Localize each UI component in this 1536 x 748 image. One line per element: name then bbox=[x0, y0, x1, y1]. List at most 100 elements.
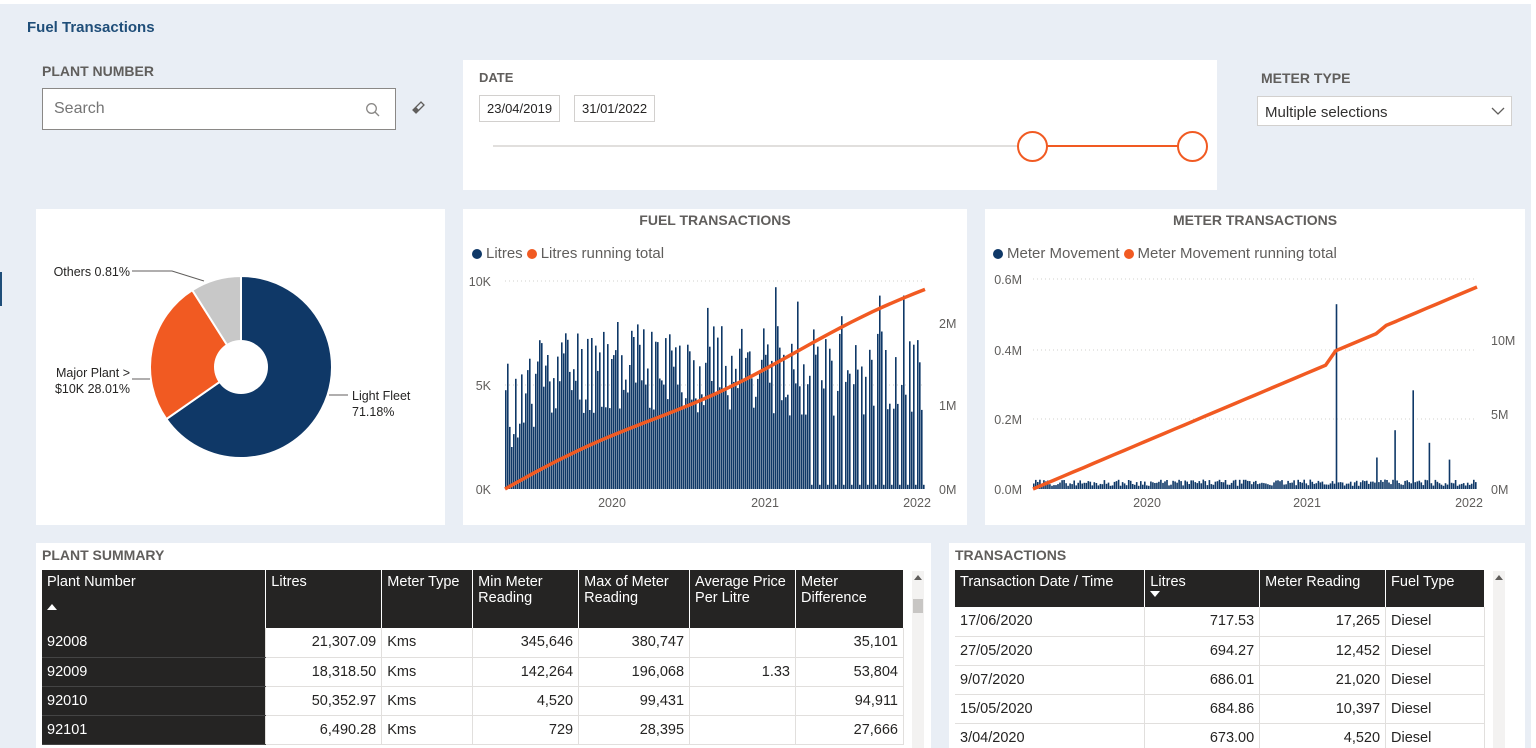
litres-bar bbox=[853, 384, 855, 489]
meter-movement-bar bbox=[1331, 481, 1334, 489]
litres-bar bbox=[515, 378, 517, 489]
meter-running-total-legend-label[interactable]: Meter Movement running total bbox=[1137, 245, 1337, 262]
litres-bar bbox=[599, 352, 601, 489]
col-meter-type[interactable]: Meter Type bbox=[381, 570, 474, 628]
litres-bar bbox=[643, 329, 645, 489]
litres-bar bbox=[761, 359, 763, 489]
search-icon[interactable] bbox=[365, 102, 381, 118]
plant-summary-row-cell: 4,520 bbox=[472, 686, 580, 716]
litres-bar bbox=[923, 484, 925, 489]
meter-movement-bar bbox=[1440, 484, 1443, 489]
litres-bar bbox=[837, 390, 839, 489]
meter-movement-bar bbox=[1125, 485, 1128, 489]
col-tx-meter-reading[interactable]: Meter Reading bbox=[1259, 570, 1387, 607]
transaction-row[interactable]: 9/07/2020 686.01 21,020 Diesel bbox=[955, 665, 1485, 695]
plant-search-box[interactable] bbox=[42, 88, 396, 130]
donut-hole bbox=[214, 340, 268, 394]
plant-summary-panel: PLANT SUMMARY Plant Number Litres Meter … bbox=[36, 543, 931, 748]
meter-movement-bar bbox=[1454, 480, 1457, 489]
meter-movement-bar bbox=[1452, 483, 1455, 489]
left-edge-marker bbox=[0, 272, 2, 306]
col-tx-fuel-type[interactable]: Fuel Type bbox=[1385, 570, 1485, 607]
meter-movement-bar bbox=[1158, 481, 1160, 489]
date-end-input[interactable]: 31/01/2022 bbox=[574, 95, 656, 122]
meter-left-tick-00: 0.0M bbox=[994, 483, 1022, 497]
col-litres[interactable]: Litres bbox=[265, 570, 383, 628]
plant-summary-row[interactable]: 92009 18,318.50 Kms 142,264 196,068 1.33 53,80… bbox=[42, 657, 905, 687]
litres-running-total-legend-label[interactable]: Litres running total bbox=[540, 245, 665, 262]
litres-bar bbox=[867, 484, 869, 489]
meter-movement-bar bbox=[1301, 482, 1303, 489]
plant-summary-row[interactable]: 92010 50,352.97 Kms 4,520 99,431 94,911 bbox=[42, 686, 905, 716]
col-avg-price-per-litre[interactable]: Average Price Per Litre bbox=[689, 570, 796, 628]
meter-movement-bar bbox=[1390, 484, 1392, 489]
sort-descending-icon[interactable] bbox=[1150, 591, 1161, 597]
meter-left-tick-02: 0.2M bbox=[994, 413, 1022, 427]
col-tx-litres[interactable]: Litres bbox=[1144, 570, 1261, 607]
litres-bar bbox=[831, 360, 833, 489]
plant-summary-scrollbar[interactable] bbox=[912, 571, 924, 748]
litres-bar bbox=[673, 366, 675, 489]
transaction-row[interactable]: 3/04/2020 673.00 4,520 Diesel bbox=[955, 723, 1485, 748]
plant-summary-row-cell: 50,352.97 bbox=[265, 686, 383, 716]
litres-bar bbox=[647, 368, 649, 489]
transaction-row-cell: 17/06/2020 bbox=[955, 607, 1146, 637]
plant-summary-row-cell: 99,431 bbox=[578, 686, 691, 716]
plant-summary-row-cell: 28,395 bbox=[578, 715, 691, 745]
meter-movement-bar bbox=[1184, 480, 1186, 489]
plant-summary-scroll-thumb[interactable] bbox=[913, 599, 923, 613]
meter-movement-bar bbox=[1456, 485, 1459, 489]
meter-type-dropdown[interactable]: Multiple selections bbox=[1257, 96, 1512, 126]
meter-movement-bar bbox=[1400, 484, 1402, 489]
col-plant-number[interactable]: Plant Number bbox=[42, 570, 267, 628]
col-max-meter-reading[interactable]: Max of Meter Reading bbox=[578, 570, 691, 628]
plant-summary-row[interactable]: 92008 21,307.09 Kms 345,646 380,747 35,101 bbox=[42, 628, 905, 658]
meter-chart-title: METER TRANSACTIONS bbox=[1172, 212, 1338, 228]
meter-movement-bar bbox=[1376, 457, 1378, 489]
col-transaction-datetime[interactable]: Transaction Date / Time bbox=[955, 570, 1146, 607]
litres-bar bbox=[567, 339, 569, 489]
meter-movement-bar bbox=[1444, 483, 1447, 489]
litres-bar bbox=[675, 347, 677, 489]
litres-bar bbox=[749, 351, 751, 489]
col-meter-difference[interactable]: Meter Difference bbox=[795, 570, 905, 628]
eraser-icon[interactable] bbox=[410, 101, 426, 115]
sort-ascending-icon[interactable] bbox=[47, 604, 57, 610]
scroll-up-arrow[interactable] bbox=[914, 575, 922, 580]
meter-movement-bar bbox=[1202, 479, 1205, 489]
plant-search-input[interactable] bbox=[54, 100, 344, 118]
litres-legend-label[interactable]: Litres bbox=[486, 245, 523, 262]
transaction-row[interactable]: 15/05/2020 684.86 10,397 Diesel bbox=[955, 694, 1485, 724]
meter-movement-bar bbox=[1089, 481, 1092, 489]
litres-bar bbox=[873, 405, 875, 489]
date-slider-end-handle[interactable] bbox=[1177, 131, 1208, 162]
meter-movement-bar bbox=[1305, 483, 1308, 489]
transaction-row-cell: 12,452 bbox=[1259, 636, 1387, 666]
transaction-row[interactable]: 17/06/2020 717.53 17,265 Diesel bbox=[955, 607, 1485, 637]
plant-summary-row[interactable]: 92101 6,490.28 Kms 729 28,395 27,666 bbox=[42, 715, 905, 745]
tx-scroll-up-arrow[interactable] bbox=[1495, 575, 1503, 580]
meter-movement-legend-label[interactable]: Meter Movement bbox=[1007, 245, 1120, 262]
litres-bar bbox=[733, 381, 735, 489]
litres-bar bbox=[511, 447, 513, 489]
chevron-down-icon[interactable] bbox=[1491, 107, 1505, 116]
meter-movement-bar bbox=[1293, 480, 1295, 489]
meter-movement-bar bbox=[1033, 483, 1035, 489]
meter-movement-bar bbox=[1148, 485, 1150, 489]
plant-summary-row-cell: 92010 bbox=[42, 686, 267, 716]
col-min-meter-reading[interactable]: Min Meter Reading bbox=[472, 570, 580, 628]
litres-bar bbox=[825, 339, 827, 489]
date-slider-start-handle[interactable] bbox=[1017, 131, 1048, 162]
transaction-row[interactable]: 27/05/2020 694.27 12,452 Diesel bbox=[955, 636, 1485, 666]
meter-movement-bar bbox=[1069, 483, 1071, 489]
meter-movement-bar bbox=[1198, 481, 1201, 489]
litres-bar bbox=[895, 357, 897, 489]
transaction-row-cell: 694.27 bbox=[1144, 636, 1261, 666]
transactions-scrollbar[interactable] bbox=[1493, 571, 1505, 748]
plant-summary-row-cell: 92008 bbox=[42, 628, 267, 658]
fuel-running-total-line bbox=[504, 287, 926, 491]
major-plant-slice[interactable] bbox=[149, 288, 243, 421]
meter-movement-bar bbox=[1129, 480, 1132, 489]
transaction-row-cell: 673.00 bbox=[1144, 723, 1261, 748]
date-start-input[interactable]: 23/04/2019 bbox=[479, 95, 561, 122]
